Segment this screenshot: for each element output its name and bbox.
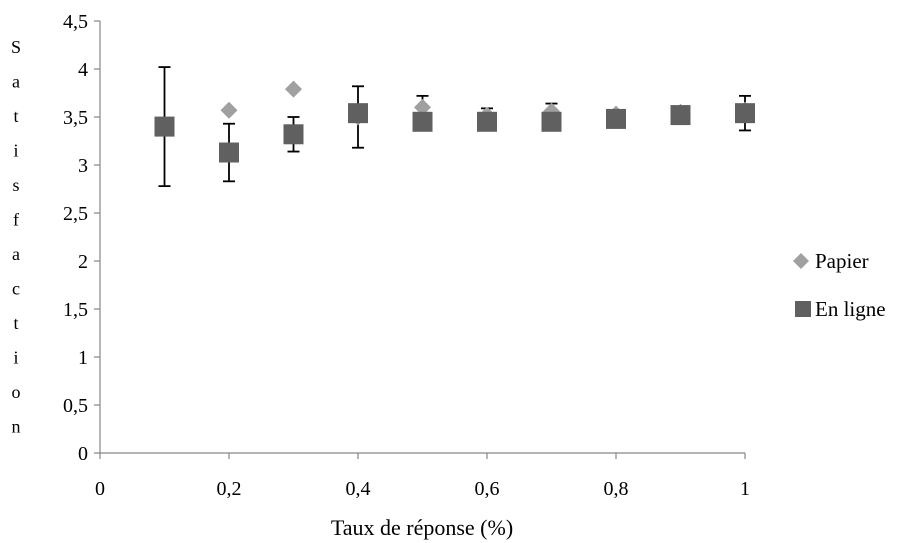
x-tick-label: 0,4 xyxy=(346,478,371,500)
y-tick-label: 3,5 xyxy=(63,107,88,129)
y-tick-label: 2,5 xyxy=(63,203,88,225)
legend-item: Papier xyxy=(793,249,869,273)
legend-label: En ligne xyxy=(815,297,886,321)
legend: Papier En ligne xyxy=(793,249,886,321)
en-ligne-point xyxy=(477,111,497,132)
x-tick-label: 0,2 xyxy=(217,478,242,500)
error-bars xyxy=(158,66,751,188)
x-tick-label: 0,8 xyxy=(604,478,629,500)
en-ligne-point xyxy=(735,103,755,124)
legend-label: Papier xyxy=(815,249,869,273)
y-tick-label: 4,5 xyxy=(63,11,88,33)
y-tick-label: 1 xyxy=(78,347,88,369)
legend-item: En ligne xyxy=(795,297,886,321)
y-tick-label: 1,5 xyxy=(63,299,88,321)
en-ligne-point xyxy=(219,142,239,163)
x-tick-label: 1 xyxy=(740,478,750,500)
y-tick-label: 2 xyxy=(78,251,88,273)
data-points xyxy=(154,80,755,163)
x-tick-label: 0 xyxy=(95,478,105,500)
legend-marker-square xyxy=(795,301,811,317)
legend-marker-diamond xyxy=(793,253,809,269)
y-axis: 0 0,5 1 1,5 2 2,5 3 3,5 4 4,5 xyxy=(63,11,101,465)
en-ligne-point xyxy=(348,103,368,124)
y-tick-label: 0 xyxy=(78,443,88,465)
en-ligne-point xyxy=(412,111,433,132)
papier-point xyxy=(414,98,431,116)
y-tick-label: 4 xyxy=(78,59,88,81)
y-tick-label: 0,5 xyxy=(63,395,88,417)
x-axis-title: Taux de réponse (%) xyxy=(331,515,513,540)
y-tick-label: 3 xyxy=(78,155,88,177)
en-ligne-point xyxy=(606,108,626,129)
en-ligne-point xyxy=(670,105,691,126)
en-ligne-point xyxy=(283,124,304,145)
papier-point xyxy=(285,80,302,98)
en-ligne-point xyxy=(541,111,562,132)
papier-point xyxy=(220,101,238,119)
x-tick-label: 0,6 xyxy=(475,478,500,500)
en-ligne-point xyxy=(154,116,175,137)
x-axis: 0 0,2 0,4 0,6 0,8 1 xyxy=(95,452,750,500)
